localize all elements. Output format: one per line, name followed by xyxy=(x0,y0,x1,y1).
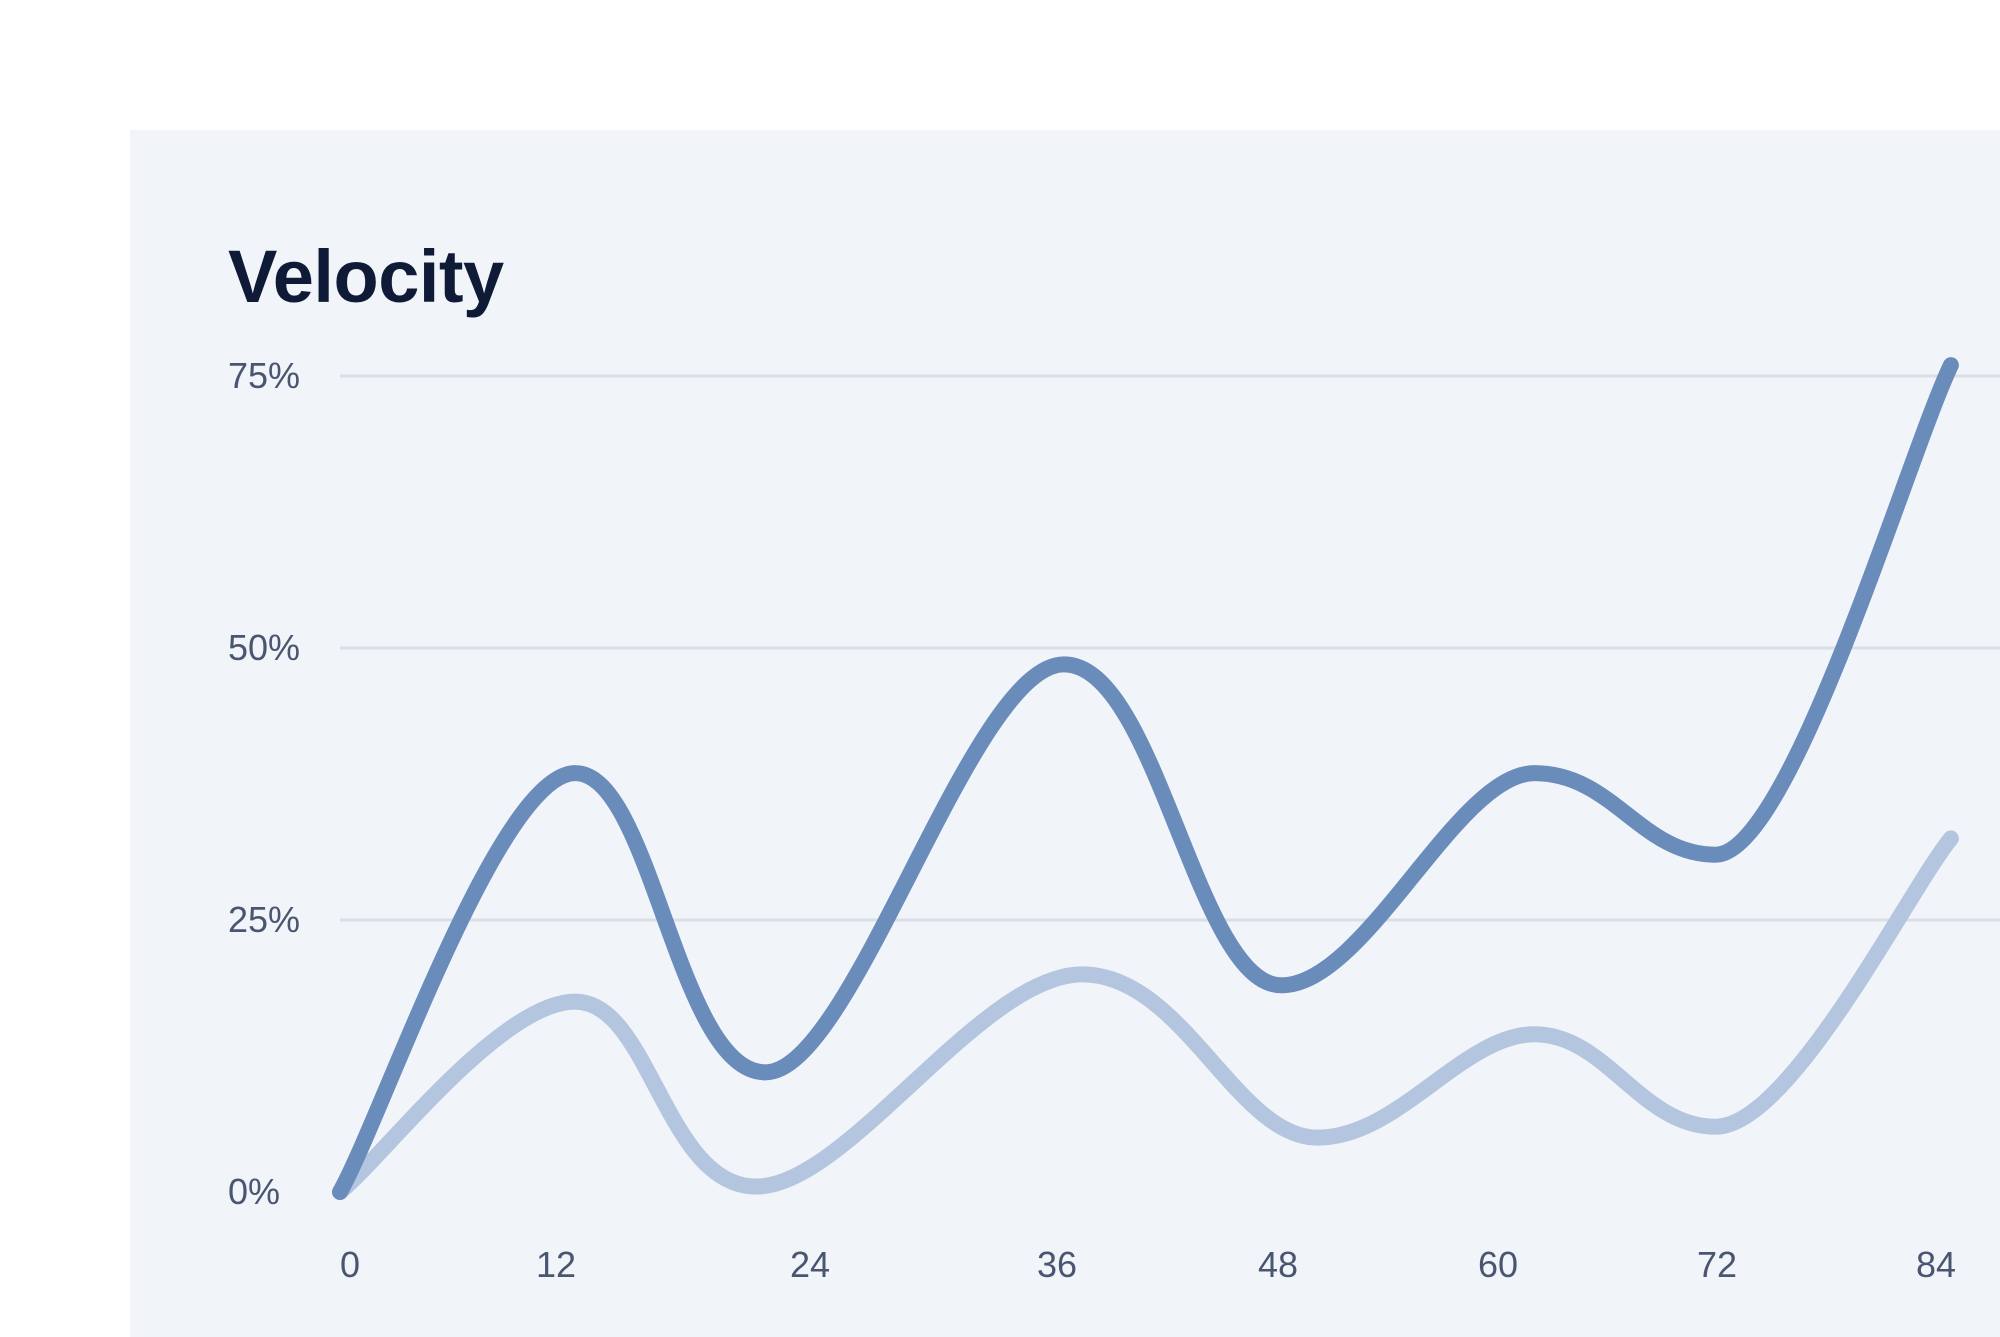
y-tick-label: 50% xyxy=(228,627,300,668)
series-line-dark xyxy=(332,357,1959,1200)
x-tick-label: 72 xyxy=(1697,1244,1737,1285)
x-tick-label: 84 xyxy=(1916,1244,1956,1285)
x-tick-label: 60 xyxy=(1478,1244,1518,1285)
grid-lines xyxy=(340,374,2000,922)
x-tick-label: 12 xyxy=(536,1244,576,1285)
x-tick-label: 36 xyxy=(1037,1244,1077,1285)
y-tick-label: 0% xyxy=(228,1171,280,1212)
x-tick-label: 24 xyxy=(790,1244,830,1285)
x-tick-label: 0 xyxy=(340,1244,360,1285)
series-lines xyxy=(332,357,1959,1200)
y-axis-ticks: 0% 25% 50% 75% xyxy=(228,355,300,1212)
y-tick-label: 75% xyxy=(228,355,300,396)
chart-title: Velocity xyxy=(228,235,504,318)
series-line-light xyxy=(332,830,1959,1200)
x-tick-label: 48 xyxy=(1258,1244,1298,1285)
x-axis-ticks: 0 12 24 36 48 60 72 84 xyxy=(340,1244,1956,1285)
chart-card xyxy=(130,130,2000,1337)
y-tick-label: 25% xyxy=(228,899,300,940)
